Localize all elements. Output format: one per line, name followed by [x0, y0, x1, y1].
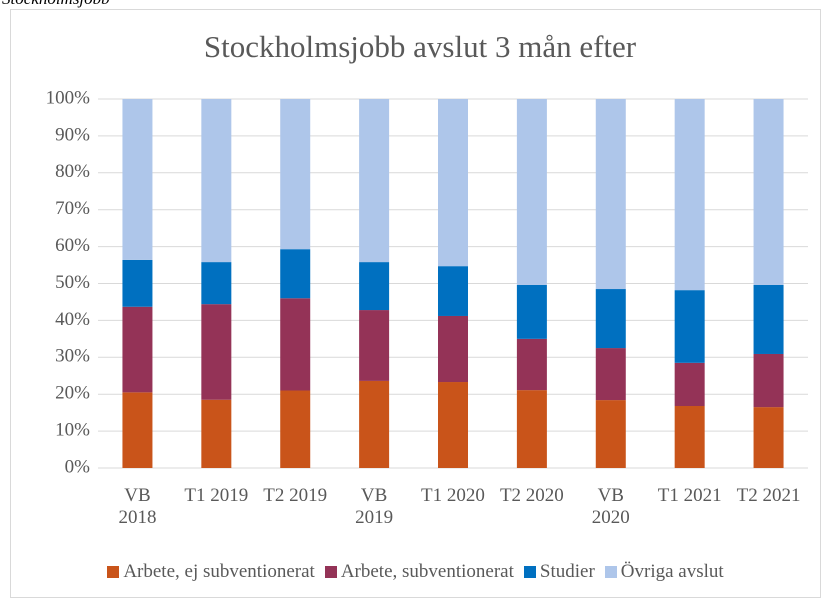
x-tick-label: T2 2019: [263, 485, 328, 506]
y-tick-label: 20%: [55, 383, 90, 404]
x-tick-label: VB 2019: [355, 485, 394, 528]
legend-label: Arbete, ej subventionerat: [123, 561, 315, 582]
bar-segment: [122, 259, 153, 307]
y-tick-label: 80%: [55, 161, 90, 182]
x-tick-label: T1 2020: [421, 485, 485, 506]
bar-segment: [438, 266, 468, 316]
bar-segment: [359, 310, 390, 381]
legend-swatch: [523, 566, 536, 578]
bar-segment: [122, 306, 153, 393]
y-tick-label: 0%: [65, 456, 91, 477]
bar-segment: [595, 289, 626, 349]
legend-swatch: [324, 566, 337, 578]
bar-segment: [516, 284, 547, 339]
y-tick-label: 60%: [55, 235, 90, 256]
bar-segment: [438, 99, 468, 267]
bar-segment: [753, 407, 784, 468]
bar-segment: [359, 99, 390, 263]
bar-segment: [359, 262, 390, 311]
legend-swatch: [604, 566, 617, 578]
x-tick-label: T2 2020: [499, 485, 564, 506]
x-tick-label: T2 2021: [736, 485, 801, 506]
chart-title: Stockholmsjobb avslut 3 mån efter: [204, 29, 637, 64]
y-tick-label: 40%: [55, 309, 90, 330]
bar-segment: [674, 406, 705, 468]
bar-segment: [201, 99, 232, 263]
x-tick-label: T1 2019: [184, 485, 249, 506]
bar-segment: [438, 382, 468, 468]
bar-segment: [280, 298, 311, 391]
legend-label: Arbete, subventionerat: [340, 561, 514, 582]
bar-segment: [595, 99, 626, 290]
legend-item: Studier: [523, 561, 595, 583]
legend-label: Studier: [539, 561, 595, 582]
x-tick-label: VB 2018: [118, 485, 157, 528]
bar-segment: [595, 348, 626, 401]
y-tick-label: 10%: [55, 419, 90, 440]
y-tick-label: 50%: [55, 272, 90, 293]
y-tick-label: 100%: [46, 87, 91, 108]
bar-segment: [122, 99, 153, 260]
bar-segment: [280, 249, 311, 299]
legend-label: Övriga avslut: [620, 561, 724, 582]
bar-segment: [595, 400, 626, 468]
chart-frame: [10, 9, 821, 598]
bar-segment: [280, 99, 311, 250]
y-tick-label: 30%: [55, 346, 90, 367]
bar-segment: [753, 99, 784, 285]
legend-swatch: [107, 566, 120, 578]
bar-segment: [516, 99, 547, 285]
bar-segment: [122, 392, 153, 468]
legend-item: Övriga avslut: [604, 561, 724, 583]
bar-segment: [753, 284, 784, 354]
y-tick-label: 70%: [55, 198, 90, 219]
bar-segment: [516, 338, 547, 391]
y-tick-label: 90%: [55, 124, 90, 145]
bar-segment: [753, 353, 784, 408]
legend-item: Arbete, ej subventionerat: [107, 561, 315, 583]
bar-segment: [438, 315, 468, 383]
x-tick-label: VB 2020: [591, 485, 630, 528]
bar-segment: [201, 304, 232, 400]
bar-segment: [359, 380, 390, 468]
bar-segment: [674, 99, 705, 291]
bar-segment: [201, 399, 232, 468]
legend-item: Arbete, subventionerat: [324, 561, 514, 583]
x-tick-label: T1 2021: [657, 485, 722, 506]
legend: Arbete, ej subventionerat Arbete, subvent…: [10, 561, 821, 583]
bar-segment: [674, 362, 705, 407]
caption: Stockholmsjobb: [2, 0, 110, 9]
bar-segment: [280, 390, 311, 468]
bar-segment: [516, 390, 547, 468]
bar-segment: [201, 262, 232, 305]
bar-segment: [674, 290, 705, 363]
